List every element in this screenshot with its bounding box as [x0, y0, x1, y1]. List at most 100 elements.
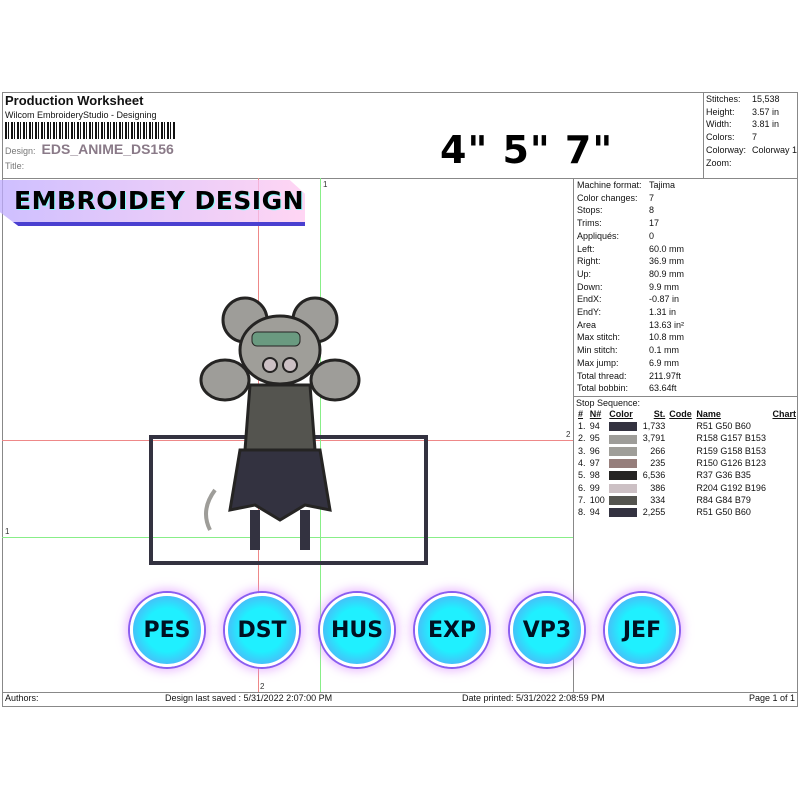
- stop-number: 2.: [578, 433, 586, 444]
- color-name: R204 G192 B196: [696, 482, 766, 493]
- hoop-sizes: 4" 5" 7": [440, 128, 614, 172]
- stat-value: 63.64ft: [649, 383, 677, 394]
- stat-label: Down:: [577, 281, 603, 292]
- stat-row: Colorway: Colorway 1: [706, 144, 797, 157]
- column-header: Color: [609, 409, 633, 419]
- divider: [2, 692, 798, 693]
- stat-label: EndY:: [577, 307, 602, 318]
- stat-label: Total bobbin:: [577, 383, 629, 394]
- stat-label: Colors:: [706, 132, 735, 143]
- stat-row: Color changes: 7: [577, 192, 684, 205]
- format-badge-jef: JEF: [605, 593, 679, 667]
- color-name: R37 G36 B35: [696, 470, 751, 481]
- stat-label: Height:: [706, 106, 735, 117]
- stitch-count: 386: [650, 482, 666, 493]
- code: [667, 469, 694, 481]
- color-swatch: [609, 459, 638, 469]
- divider: [573, 396, 798, 397]
- color-name: R51 G50 B60: [696, 507, 751, 518]
- table-row: 4. 97 235 R150 G126 B123: [576, 457, 798, 469]
- guide-label: 1: [323, 180, 328, 189]
- stat-value: Colorway 1: [752, 144, 798, 155]
- code: [667, 457, 694, 469]
- chart: [770, 506, 798, 518]
- design-name: EDS_ANIME_DS156: [41, 141, 174, 157]
- worksheet-frame: [2, 92, 798, 707]
- stat-row: Total bobbin: 63.64ft: [577, 382, 684, 395]
- stat-value: 3.81 in: [752, 119, 780, 130]
- stat-row: Area 13.63 in²: [577, 319, 684, 332]
- stats-panel: Machine format: Tajima Color changes: 7 Stop…: [577, 179, 684, 395]
- last-saved: Design last saved : 5/31/2022 2:07:00 PM: [165, 693, 333, 703]
- stat-value: 0.1 mm: [649, 345, 680, 356]
- divider: [2, 178, 798, 179]
- color-swatch-cell: [607, 494, 640, 506]
- stat-label: Color changes:: [577, 192, 638, 203]
- stitch-count: 3,791: [642, 433, 666, 444]
- barcode: [5, 122, 175, 139]
- stat-label: Machine format:: [577, 180, 642, 190]
- color-swatch-cell: [607, 420, 640, 432]
- format-badge-pes: PES: [130, 593, 204, 667]
- color-swatch-cell: [607, 506, 640, 518]
- stat-label: Left:: [577, 243, 595, 254]
- color-swatch: [609, 422, 638, 432]
- stat-row: Appliqués: 0: [577, 230, 684, 243]
- needle-number: 97: [589, 458, 600, 469]
- stitch-count: 266: [650, 445, 666, 456]
- stop-number: 5.: [578, 470, 586, 481]
- stat-label: EndX:: [577, 294, 602, 305]
- stat-row: Trims: 17: [577, 217, 684, 230]
- stat-value: 17: [649, 218, 660, 229]
- stitch-count: 334: [650, 494, 666, 505]
- stat-value: 3.57 in: [752, 106, 780, 117]
- code: [667, 506, 694, 518]
- chart: [770, 445, 798, 457]
- stat-label: Zoom:: [706, 157, 732, 168]
- needle-number: 96: [589, 445, 600, 456]
- color-swatch-cell: [607, 481, 640, 493]
- color-swatch: [609, 508, 638, 518]
- chart: [770, 457, 798, 469]
- table-row: 5. 98 6,536 R37 G36 B35: [576, 469, 798, 481]
- column-header: Chart: [772, 409, 796, 419]
- color-swatch: [609, 483, 638, 493]
- stat-row: Colors: 7: [706, 131, 797, 144]
- stat-value: 7: [752, 132, 758, 143]
- column-header: N#: [589, 409, 602, 419]
- stop-sequence: Stop Sequence: # N# Color St. Code Name Chart …: [576, 398, 798, 518]
- format-badges: PES DST HUS EXP VP3 JEF: [130, 593, 679, 667]
- stat-value: 13.63 in²: [649, 319, 685, 330]
- chart: [770, 494, 798, 506]
- code: [667, 420, 694, 432]
- design-preview: [149, 296, 428, 565]
- authors-label: Authors:: [5, 693, 39, 703]
- column-header: Code: [669, 409, 692, 419]
- stat-label: Up:: [577, 268, 592, 279]
- needle-number: 94: [589, 421, 600, 432]
- stat-row: Up: 80.9 mm: [577, 268, 684, 281]
- color-swatch-cell: [607, 469, 640, 481]
- needle-number: 94: [589, 507, 600, 518]
- color-swatch-cell: [607, 432, 640, 444]
- guide-label: 2: [566, 430, 571, 439]
- code: [667, 494, 694, 506]
- stat-label: Stops:: [577, 205, 603, 216]
- summary-panel: Stitches: 15,538 Height: 3.57 in Width: 3.81 …: [706, 93, 797, 169]
- stat-value: Tajima: [649, 180, 676, 190]
- stat-value: 8: [649, 205, 655, 216]
- stat-value: 6.9 mm: [649, 357, 680, 368]
- chart: [770, 432, 798, 444]
- format-badge-exp: EXP: [415, 593, 489, 667]
- stop-number: 1.: [578, 421, 586, 432]
- stat-row: Stitches: 15,538: [706, 93, 797, 106]
- format-badge-hus: HUS: [320, 593, 394, 667]
- stat-value: 1.31 in: [649, 307, 677, 318]
- stop-number: 8.: [578, 507, 586, 518]
- table-row: 8. 94 2,255 R51 G50 B60: [576, 506, 798, 518]
- stat-row: EndX: -0.87 in: [577, 293, 684, 306]
- column-header: #: [578, 409, 584, 419]
- stat-row: Max stitch: 10.8 mm: [577, 331, 684, 344]
- divider: [703, 92, 704, 178]
- stat-value: 80.9 mm: [649, 268, 685, 279]
